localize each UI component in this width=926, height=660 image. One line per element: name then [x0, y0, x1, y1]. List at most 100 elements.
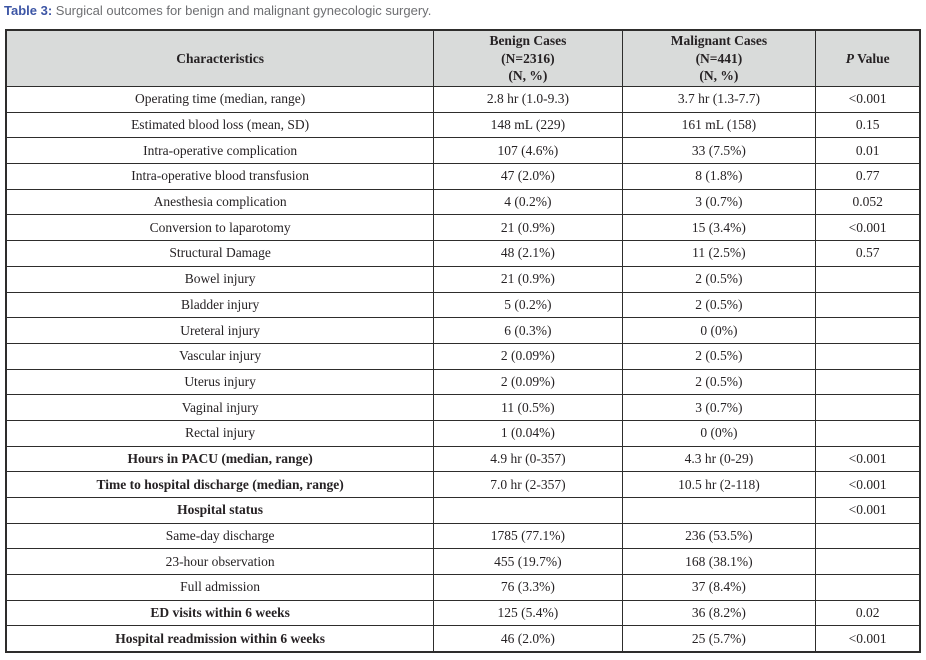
characteristic-cell: Hospital readmission within 6 weeks: [5, 625, 435, 653]
characteristic-cell: Time to hospital discharge (median, rang…: [5, 471, 435, 498]
table-row: Full admission 76 (3.3%) 37 (8.4%): [5, 574, 921, 601]
table-row: Anesthesia complication 4 (0.2%) 3 (0.7%) 0…: [5, 188, 921, 216]
table-row: Intra-operative blood transfusion 47 (2.0…: [5, 163, 921, 190]
header-benign-line3: (N, %): [508, 68, 548, 84]
benign-value-cell: 107 (4.6%): [433, 137, 623, 165]
benign-value-cell: 1785 (77.1%): [433, 522, 623, 550]
p-value-cell: [815, 548, 921, 576]
p-value-cell: 0.052: [815, 188, 921, 216]
table-row: Hospital readmission within 6 weeks 46 (2…: [5, 625, 921, 653]
malignant-value-cell: 0 (0%): [621, 317, 817, 344]
table-row: ED visits within 6 weeks 125 (5.4%) 36 (8.…: [5, 599, 921, 627]
table-row: Rectal injury 1 (0.04%) 0 (0%): [5, 419, 921, 447]
characteristic-cell: Vascular injury: [5, 342, 435, 370]
malignant-value-cell: 168 (38.1%): [621, 548, 817, 576]
benign-value-cell: 455 (19.7%): [433, 548, 623, 576]
characteristic-cell: Hospital status: [5, 497, 435, 524]
p-value-cell: 0.77: [815, 163, 921, 190]
benign-value-cell: 46 (2.0%): [433, 625, 623, 653]
p-value-cell: <0.001: [815, 86, 921, 113]
benign-value-cell: 47 (2.0%): [433, 163, 623, 190]
benign-value-cell: 1 (0.04%): [433, 419, 623, 447]
p-value-cell: [815, 265, 921, 293]
malignant-value-cell: 2 (0.5%): [621, 342, 817, 370]
benign-value-cell: 2 (0.09%): [433, 342, 623, 370]
p-value-cell: 0.57: [815, 240, 921, 267]
table-row: Uterus injury 2 (0.09%) 2 (0.5%): [5, 368, 921, 396]
p-value-cell: <0.001: [815, 445, 921, 473]
header-row: Characteristics Benign Cases (N=2316) (N, …: [5, 29, 921, 87]
table-row: Estimated blood loss (mean, SD) 148 mL (2…: [5, 111, 921, 139]
characteristic-cell: Ureteral injury: [5, 317, 435, 344]
characteristic-cell: 23-hour observation: [5, 548, 435, 576]
characteristic-cell: Structural Damage: [5, 240, 435, 267]
benign-value-cell: 2.8 hr (1.0-9.3): [433, 86, 623, 113]
characteristic-cell: Anesthesia complication: [5, 188, 435, 216]
benign-value-cell: 76 (3.3%): [433, 574, 623, 601]
p-value-cell: [815, 368, 921, 396]
p-value-cell: <0.001: [815, 497, 921, 524]
p-value-cell: <0.001: [815, 214, 921, 242]
p-value-cell: <0.001: [815, 471, 921, 498]
header-benign-line2: (N=2316): [501, 50, 555, 66]
benign-value-cell: 5 (0.2%): [433, 291, 623, 319]
table-row: Conversion to laparotomy 21 (0.9%) 15 (3.4…: [5, 214, 921, 242]
characteristic-cell: Bladder injury: [5, 291, 435, 319]
malignant-value-cell: 15 (3.4%): [621, 214, 817, 242]
surgical-outcomes-table: Characteristics Benign Cases (N=2316) (N, …: [5, 29, 921, 654]
benign-value-cell: 125 (5.4%): [433, 599, 623, 627]
p-value-cell: [815, 522, 921, 550]
table-row: Same-day discharge 1785 (77.1%) 236 (53.5%…: [5, 522, 921, 550]
table-row: 23-hour observation 455 (19.7%) 168 (38.1%…: [5, 548, 921, 576]
malignant-value-cell: 2 (0.5%): [621, 265, 817, 293]
malignant-value-cell: 36 (8.2%): [621, 599, 817, 627]
table-row: Vaginal injury 11 (0.5%) 3 (0.7%): [5, 394, 921, 421]
table-row: Bladder injury 5 (0.2%) 2 (0.5%): [5, 291, 921, 319]
table-row: Hours in PACU (median, range) 4.9 hr (0-3…: [5, 445, 921, 473]
benign-value-cell: 6 (0.3%): [433, 317, 623, 344]
malignant-value-cell: 2 (0.5%): [621, 368, 817, 396]
characteristic-cell: Estimated blood loss (mean, SD): [5, 111, 435, 139]
characteristic-cell: Same-day discharge: [5, 522, 435, 550]
malignant-value-cell: 25 (5.7%): [621, 625, 817, 653]
p-value-cell: 0.01: [815, 137, 921, 165]
table-row: Vascular injury 2 (0.09%) 2 (0.5%): [5, 342, 921, 370]
benign-value-cell: 21 (0.9%): [433, 214, 623, 242]
p-value-cell: [815, 394, 921, 421]
characteristic-cell: Uterus injury: [5, 368, 435, 396]
characteristic-cell: Bowel injury: [5, 265, 435, 293]
benign-value-cell: 4.9 hr (0-357): [433, 445, 623, 473]
table-row: Intra-operative complication 107 (4.6%) 33…: [5, 137, 921, 165]
characteristic-cell: Vaginal injury: [5, 394, 435, 421]
header-benign-cases: Benign Cases (N=2316) (N, %): [433, 29, 623, 87]
malignant-value-cell: 8 (1.8%): [621, 163, 817, 190]
malignant-value-cell: 10.5 hr (2-118): [621, 471, 817, 498]
characteristic-cell: Intra-operative complication: [5, 137, 435, 165]
table-row: Ureteral injury 6 (0.3%) 0 (0%): [5, 317, 921, 344]
table-caption-text: Surgical outcomes for benign and maligna…: [52, 3, 432, 18]
characteristic-cell: Hours in PACU (median, range): [5, 445, 435, 473]
characteristic-cell: Full admission: [5, 574, 435, 601]
p-value-cell: [815, 419, 921, 447]
benign-value-cell: [433, 497, 623, 524]
benign-value-cell: 7.0 hr (2-357): [433, 471, 623, 498]
table-caption-label: Table 3:: [4, 3, 53, 18]
malignant-value-cell: 236 (53.5%): [621, 522, 817, 550]
table-row: Operating time (median, range) 2.8 hr (1.…: [5, 86, 921, 113]
header-characteristics: Characteristics: [5, 29, 435, 87]
malignant-value-cell: [621, 497, 817, 524]
malignant-value-cell: 161 mL (158): [621, 111, 817, 139]
malignant-value-cell: 2 (0.5%): [621, 291, 817, 319]
malignant-value-cell: 3 (0.7%): [621, 188, 817, 216]
p-value-cell: [815, 574, 921, 601]
characteristic-cell: Conversion to laparotomy: [5, 214, 435, 242]
header-malignant-line2: (N=441): [695, 50, 743, 66]
header-p-value: P Value: [815, 29, 921, 87]
malignant-value-cell: 37 (8.4%): [621, 574, 817, 601]
benign-value-cell: 21 (0.9%): [433, 265, 623, 293]
p-value-cell: [815, 342, 921, 370]
characteristic-cell: Rectal injury: [5, 419, 435, 447]
table-row: Hospital status <0.001: [5, 497, 921, 524]
benign-value-cell: 48 (2.1%): [433, 240, 623, 267]
header-benign-line1: Benign Cases: [489, 32, 567, 48]
